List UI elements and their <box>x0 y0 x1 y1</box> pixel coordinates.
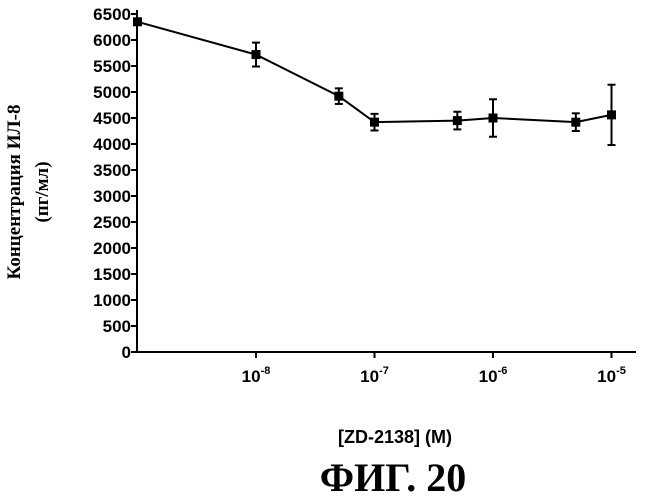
y-tick-label: 1500 <box>93 265 131 284</box>
data-point <box>370 118 379 127</box>
y-tick-label: 4000 <box>93 135 131 154</box>
y-tick-label: 5500 <box>93 57 131 76</box>
data-point <box>252 50 261 59</box>
y-tick-label: 5000 <box>93 83 131 102</box>
data-point <box>607 110 616 119</box>
y-tick-label: 0 <box>122 343 131 362</box>
y-tick-label: 3500 <box>93 161 131 180</box>
data-point <box>334 92 343 101</box>
y-tick-label: 2000 <box>93 239 131 258</box>
x-tick-label: 10-6 <box>479 365 508 386</box>
x-tick-label: 10-8 <box>242 365 271 386</box>
y-tick-label: 500 <box>103 317 131 336</box>
y-tick-label: 2500 <box>93 213 131 232</box>
y-axis-label-line2: (пг/мл) <box>32 161 53 222</box>
figure-caption: ФИГ. 20 <box>320 455 466 500</box>
y-tick-label: 1000 <box>93 291 131 310</box>
series-ic-8 <box>133 17 616 145</box>
x-axis: 10-8 10-7 10-6 10-5 <box>137 352 636 386</box>
series-line <box>138 22 612 122</box>
data-point <box>133 17 142 26</box>
x-axis-label: [ZD-2138] (M) <box>338 427 452 447</box>
y-axis-label-line1: Концентрация ИЛ-8 <box>4 105 25 280</box>
data-point <box>571 118 580 127</box>
y-tick-label: 3000 <box>93 187 131 206</box>
y-tick-label: 4500 <box>93 109 131 128</box>
x-tick-label: 10-7 <box>360 365 389 386</box>
data-point <box>453 116 462 125</box>
y-tick-label: 6500 <box>93 5 131 24</box>
y-tick-label: 6000 <box>93 31 131 50</box>
data-point <box>489 114 498 123</box>
x-tick-label: 10-5 <box>597 365 626 386</box>
y-axis: 0 500 1000 1500 2000 2500 3000 3500 4000 4500 5000… <box>93 5 137 362</box>
